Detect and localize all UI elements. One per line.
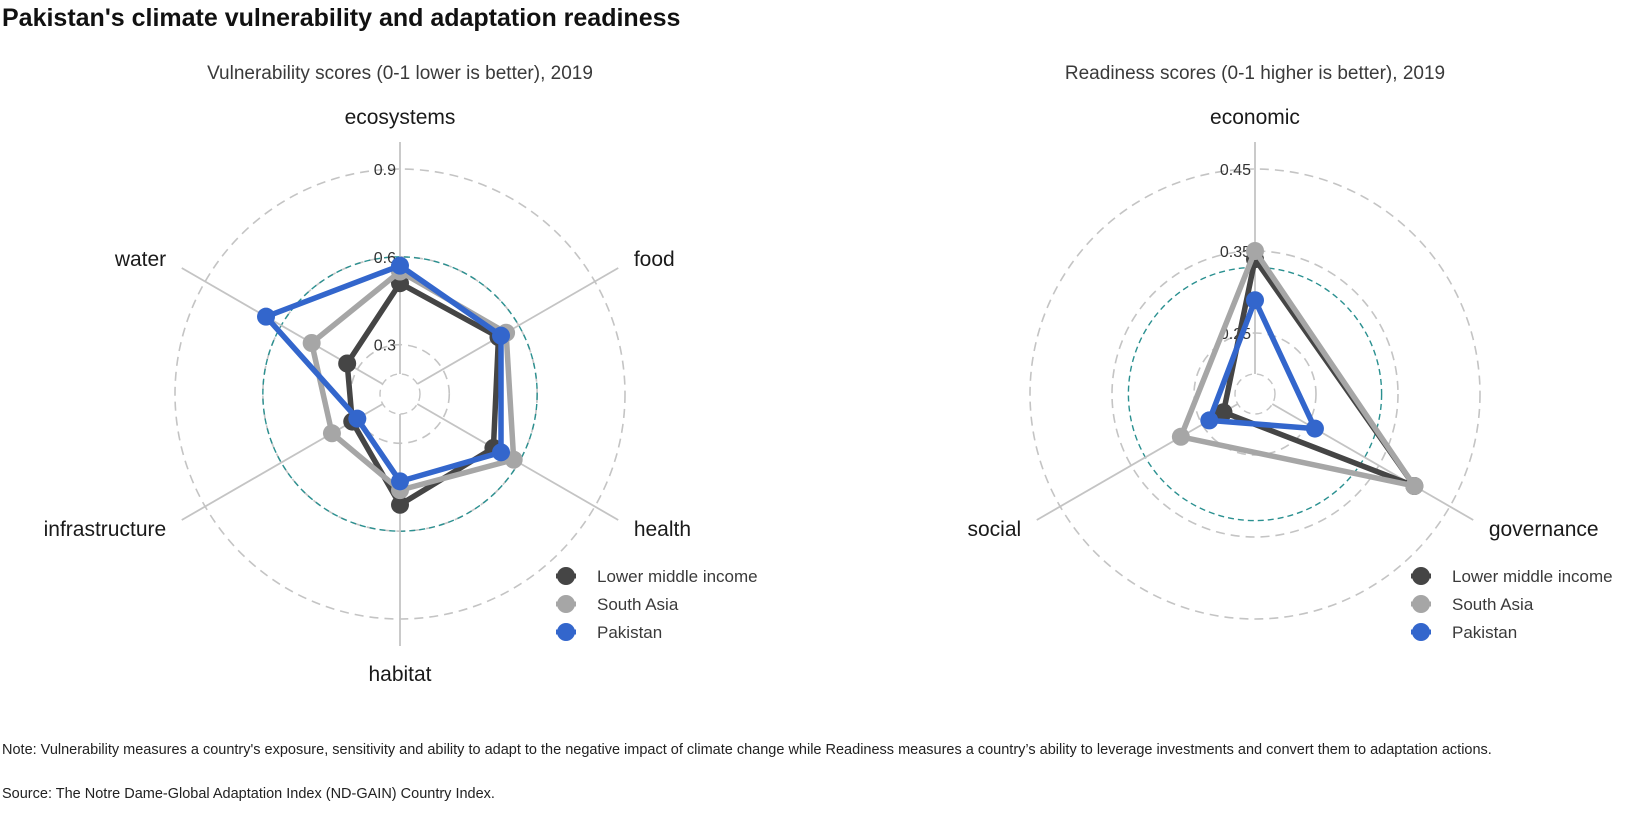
grid-ring [1029, 168, 1481, 620]
legend-swatch-dot [1412, 567, 1430, 585]
grid-ring [1111, 250, 1399, 538]
series-lower-middle-income [1214, 250, 1424, 495]
axis-label-health: health [634, 518, 691, 541]
data-point [1171, 427, 1190, 446]
series-line [263, 262, 504, 485]
legend-label: Lower middle income [597, 567, 758, 586]
legend-swatch-dot [1412, 595, 1430, 613]
data-point [1200, 411, 1219, 430]
data-point [391, 256, 409, 275]
legend-label: Pakistan [597, 623, 662, 642]
axis-label-economic: economic [1210, 106, 1300, 129]
data-point [492, 326, 511, 345]
chart-subtitle: Vulnerability scores (0-1 lower is bette… [207, 63, 593, 84]
legend-label: Lower middle income [1452, 567, 1613, 586]
axis-spoke [416, 267, 619, 385]
page-title: Pakistan's climate vulnerability and ada… [2, 4, 681, 32]
axis-label-habitat: habitat [368, 663, 431, 686]
vulnerability-radar-chart: Vulnerability scores (0-1 lower is bette… [44, 63, 758, 686]
data-point [1246, 291, 1264, 310]
data-point [348, 409, 367, 428]
data-point [1405, 477, 1424, 495]
reference-ring [1127, 266, 1383, 522]
legend-swatch-dot [1412, 623, 1430, 641]
legend-swatch-dot [557, 623, 575, 641]
chart-subtitle: Readiness scores (0-1 higher is better),… [1065, 63, 1445, 84]
series-lower-middle-income [338, 274, 508, 514]
tick-label: 0.35 [1220, 244, 1251, 261]
series-pakistan [257, 256, 511, 491]
chart-note: Note: Vulnerability measures a country's… [2, 742, 1492, 758]
tick-label: 0.3 [374, 338, 396, 355]
axis-label-food: food [634, 248, 675, 271]
legend-label: Pakistan [1452, 623, 1517, 642]
grid-ring-inner [379, 373, 421, 415]
chart-source: Source: The Notre Dame-Global Adaptation… [2, 786, 495, 802]
data-point [1214, 403, 1233, 422]
series-line [1178, 248, 1418, 489]
axis-spoke [1271, 403, 1474, 521]
legend-swatch-dot [557, 595, 575, 613]
radar-grid [174, 142, 626, 646]
series-pakistan [1200, 291, 1324, 438]
series-line [1206, 297, 1318, 432]
tick-label: 0.9 [374, 162, 396, 179]
data-point [1246, 242, 1264, 260]
series-south-asia [302, 262, 523, 500]
readiness-radar-chart: Readiness scores (0-1 higher is better),… [967, 63, 1612, 642]
series-south-asia [1171, 242, 1424, 495]
tick-label: 0.45 [1220, 162, 1251, 179]
tick-label: 0.6 [374, 250, 396, 267]
legend: Lower middle income South Asia Pakistan [1411, 567, 1613, 642]
data-point [492, 443, 511, 462]
legend-swatch-dot [557, 567, 575, 585]
legend-label: South Asia [1452, 595, 1534, 614]
data-point [322, 424, 341, 443]
data-point [391, 495, 409, 514]
legend: Lower middle income South Asia Pakistan [556, 567, 758, 642]
axis-label-ecosystems: ecosystems [345, 106, 456, 129]
data-point [302, 334, 321, 352]
grid-ring-inner [1234, 373, 1276, 415]
axis-label-infrastructure: infrastructure [44, 518, 167, 541]
legend-label: South Asia [597, 595, 679, 614]
radar-grid [1029, 142, 1481, 620]
axis-label-governance: governance [1489, 518, 1599, 541]
data-point [338, 354, 357, 373]
data-point [1305, 419, 1324, 438]
data-point [257, 307, 276, 326]
data-point [391, 472, 409, 491]
axis-label-water: water [114, 248, 166, 271]
axis-label-social: social [967, 518, 1021, 541]
